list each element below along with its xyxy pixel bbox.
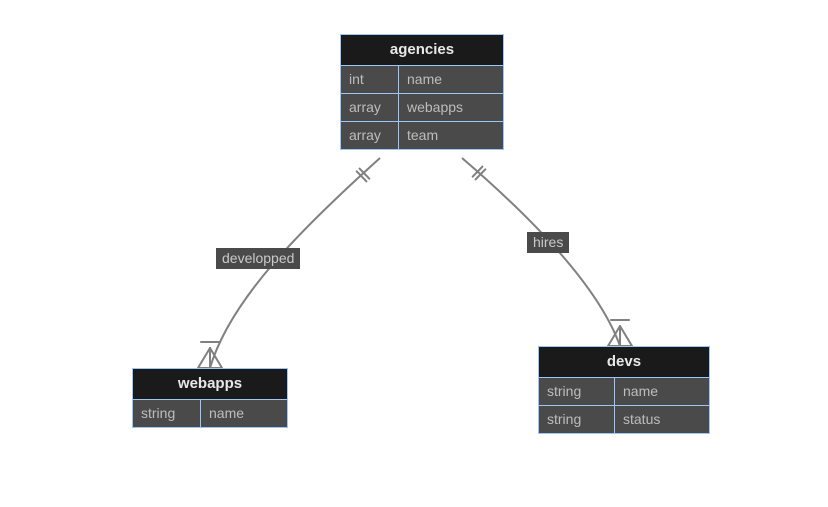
attr-name: name bbox=[399, 66, 503, 93]
attr-name: status bbox=[615, 406, 709, 433]
attr-name: name bbox=[201, 400, 287, 427]
attr-type: array bbox=[341, 94, 399, 121]
entity-row: arraywebapps bbox=[341, 93, 503, 121]
attr-name: webapps bbox=[399, 94, 503, 121]
attr-name: team bbox=[399, 122, 503, 149]
attr-type: string bbox=[539, 378, 615, 405]
attr-type: string bbox=[539, 406, 615, 433]
entity-row: stringname bbox=[133, 400, 287, 427]
entity-row: arrayteam bbox=[341, 121, 503, 149]
entity-webapps: webappsstringname bbox=[132, 368, 288, 428]
entity-row: stringstatus bbox=[539, 405, 709, 433]
entity-agencies-title: agencies bbox=[341, 35, 503, 66]
entity-row: stringname bbox=[539, 378, 709, 405]
attr-name: name bbox=[615, 378, 709, 405]
entity-devs: devsstringnamestringstatus bbox=[538, 346, 710, 434]
entity-row: intname bbox=[341, 66, 503, 93]
entity-devs-title: devs bbox=[539, 347, 709, 378]
attr-type: int bbox=[341, 66, 399, 93]
attr-type: array bbox=[341, 122, 399, 149]
relationship-label-developped: developped bbox=[216, 248, 300, 269]
attr-type: string bbox=[133, 400, 201, 427]
entity-webapps-title: webapps bbox=[133, 369, 287, 400]
relationship-label-hires: hires bbox=[527, 232, 569, 253]
entity-agencies: agenciesintnamearraywebappsarrayteam bbox=[340, 34, 504, 150]
